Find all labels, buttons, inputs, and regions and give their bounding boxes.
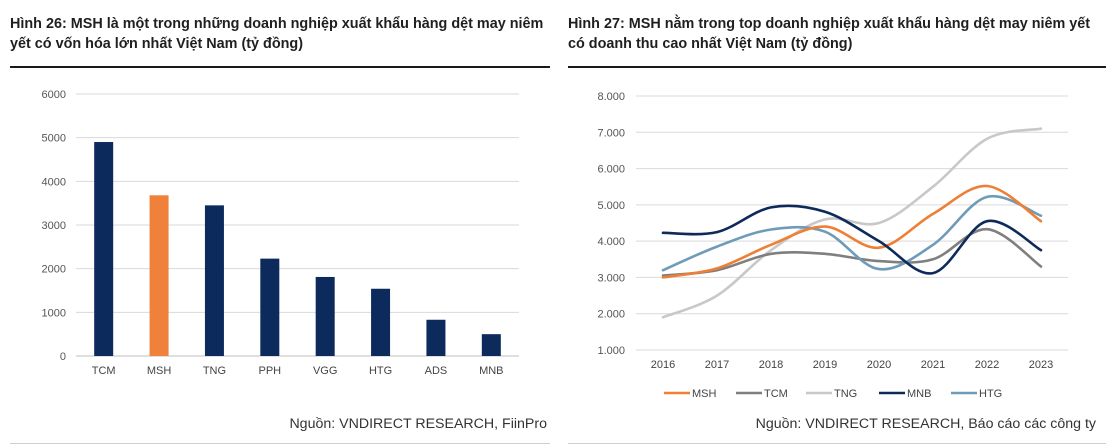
figure-26-source: Nguồn: VNDIRECT RESEARCH, FiinPro: [289, 416, 547, 432]
y-tick-label: 1000: [42, 307, 66, 319]
y-tick-label: 1.000: [597, 345, 625, 357]
bar-ads: [426, 319, 446, 356]
series-line-msh: [661, 184, 1043, 279]
y-tick-label: 3.000: [597, 272, 625, 284]
x-tick-label: VGG: [313, 365, 337, 377]
legend-label: MNB: [907, 388, 931, 400]
series-line-htg: [661, 194, 1043, 272]
x-tick-label: MNB: [479, 365, 503, 377]
bar-mnb: [481, 334, 501, 356]
figure-27-title: Hình 27: MSH nằm trong top doanh nghiệp …: [568, 16, 1091, 52]
legend-label: MSH: [692, 388, 717, 400]
bottom-divider: [568, 443, 1106, 444]
x-tick-label: 2016: [651, 359, 675, 371]
x-tick-label: 2019: [813, 359, 837, 371]
bar-chart: 0 1000 2000 3000 4000 5000 6000 TCM MSH TNG PPH VGG…: [42, 89, 519, 377]
bar-tcm: [94, 142, 114, 356]
bar-pph: [260, 258, 280, 356]
legend-label: TCM: [764, 388, 788, 400]
x-tick-label: 2018: [759, 359, 783, 371]
bar-tng: [204, 205, 224, 356]
y-tick-label: 6.000: [597, 164, 625, 176]
legend-label: TNG: [834, 388, 857, 400]
x-tick-label: 2017: [705, 359, 729, 371]
x-tick-label: 2023: [1029, 359, 1053, 371]
title-rule: [10, 66, 550, 68]
bar-vgg: [315, 276, 335, 356]
y-tick-label: 2.000: [597, 309, 625, 321]
series-line-tng: [661, 127, 1043, 319]
figure-27-source: Nguồn: VNDIRECT RESEARCH, Báo cáo các cô…: [755, 416, 1096, 432]
title-rule: [568, 66, 1106, 68]
y-tick-label: 4.000: [597, 236, 625, 248]
bar-htg: [371, 288, 391, 356]
figure-26-panel: Hình 26: MSH là một trong những doanh ng…: [0, 0, 552, 447]
y-tick-label: 6000: [42, 89, 66, 101]
y-tick-label: 7.000: [597, 127, 625, 139]
bar-msh: [149, 195, 169, 356]
line-chart: 1.000 2.000 3.000 4.000 5.000 6.000 7.000 8.000…: [597, 91, 1068, 400]
y-tick-label: 5.000: [597, 200, 625, 212]
y-tick-label: 2000: [42, 264, 66, 276]
x-tick-label: TNG: [203, 365, 226, 377]
x-tick-label: 2020: [867, 359, 891, 371]
y-tick-label: 0: [60, 351, 66, 363]
series-line-mnb: [661, 204, 1043, 275]
y-tick-label: 8.000: [597, 91, 625, 103]
x-tick-label: HTG: [369, 365, 392, 377]
legend-label: HTG: [979, 388, 1002, 400]
y-tick-label: 5000: [42, 133, 66, 145]
figure-26-title: Hình 26: MSH là một trong những doanh ng…: [10, 16, 544, 52]
y-tick-label: 4000: [42, 176, 66, 188]
x-tick-label: MSH: [147, 365, 172, 377]
y-tick-label: 3000: [42, 220, 66, 232]
x-tick-label: ADS: [425, 365, 448, 377]
x-tick-label: TCM: [92, 365, 116, 377]
figure-27-panel: Hình 27: MSH nằm trong top doanh nghiệp …: [566, 0, 1108, 447]
x-tick-label: PPH: [259, 365, 282, 377]
bottom-divider: [10, 443, 550, 444]
x-tick-label: 2021: [921, 359, 945, 371]
x-tick-label: 2022: [975, 359, 999, 371]
